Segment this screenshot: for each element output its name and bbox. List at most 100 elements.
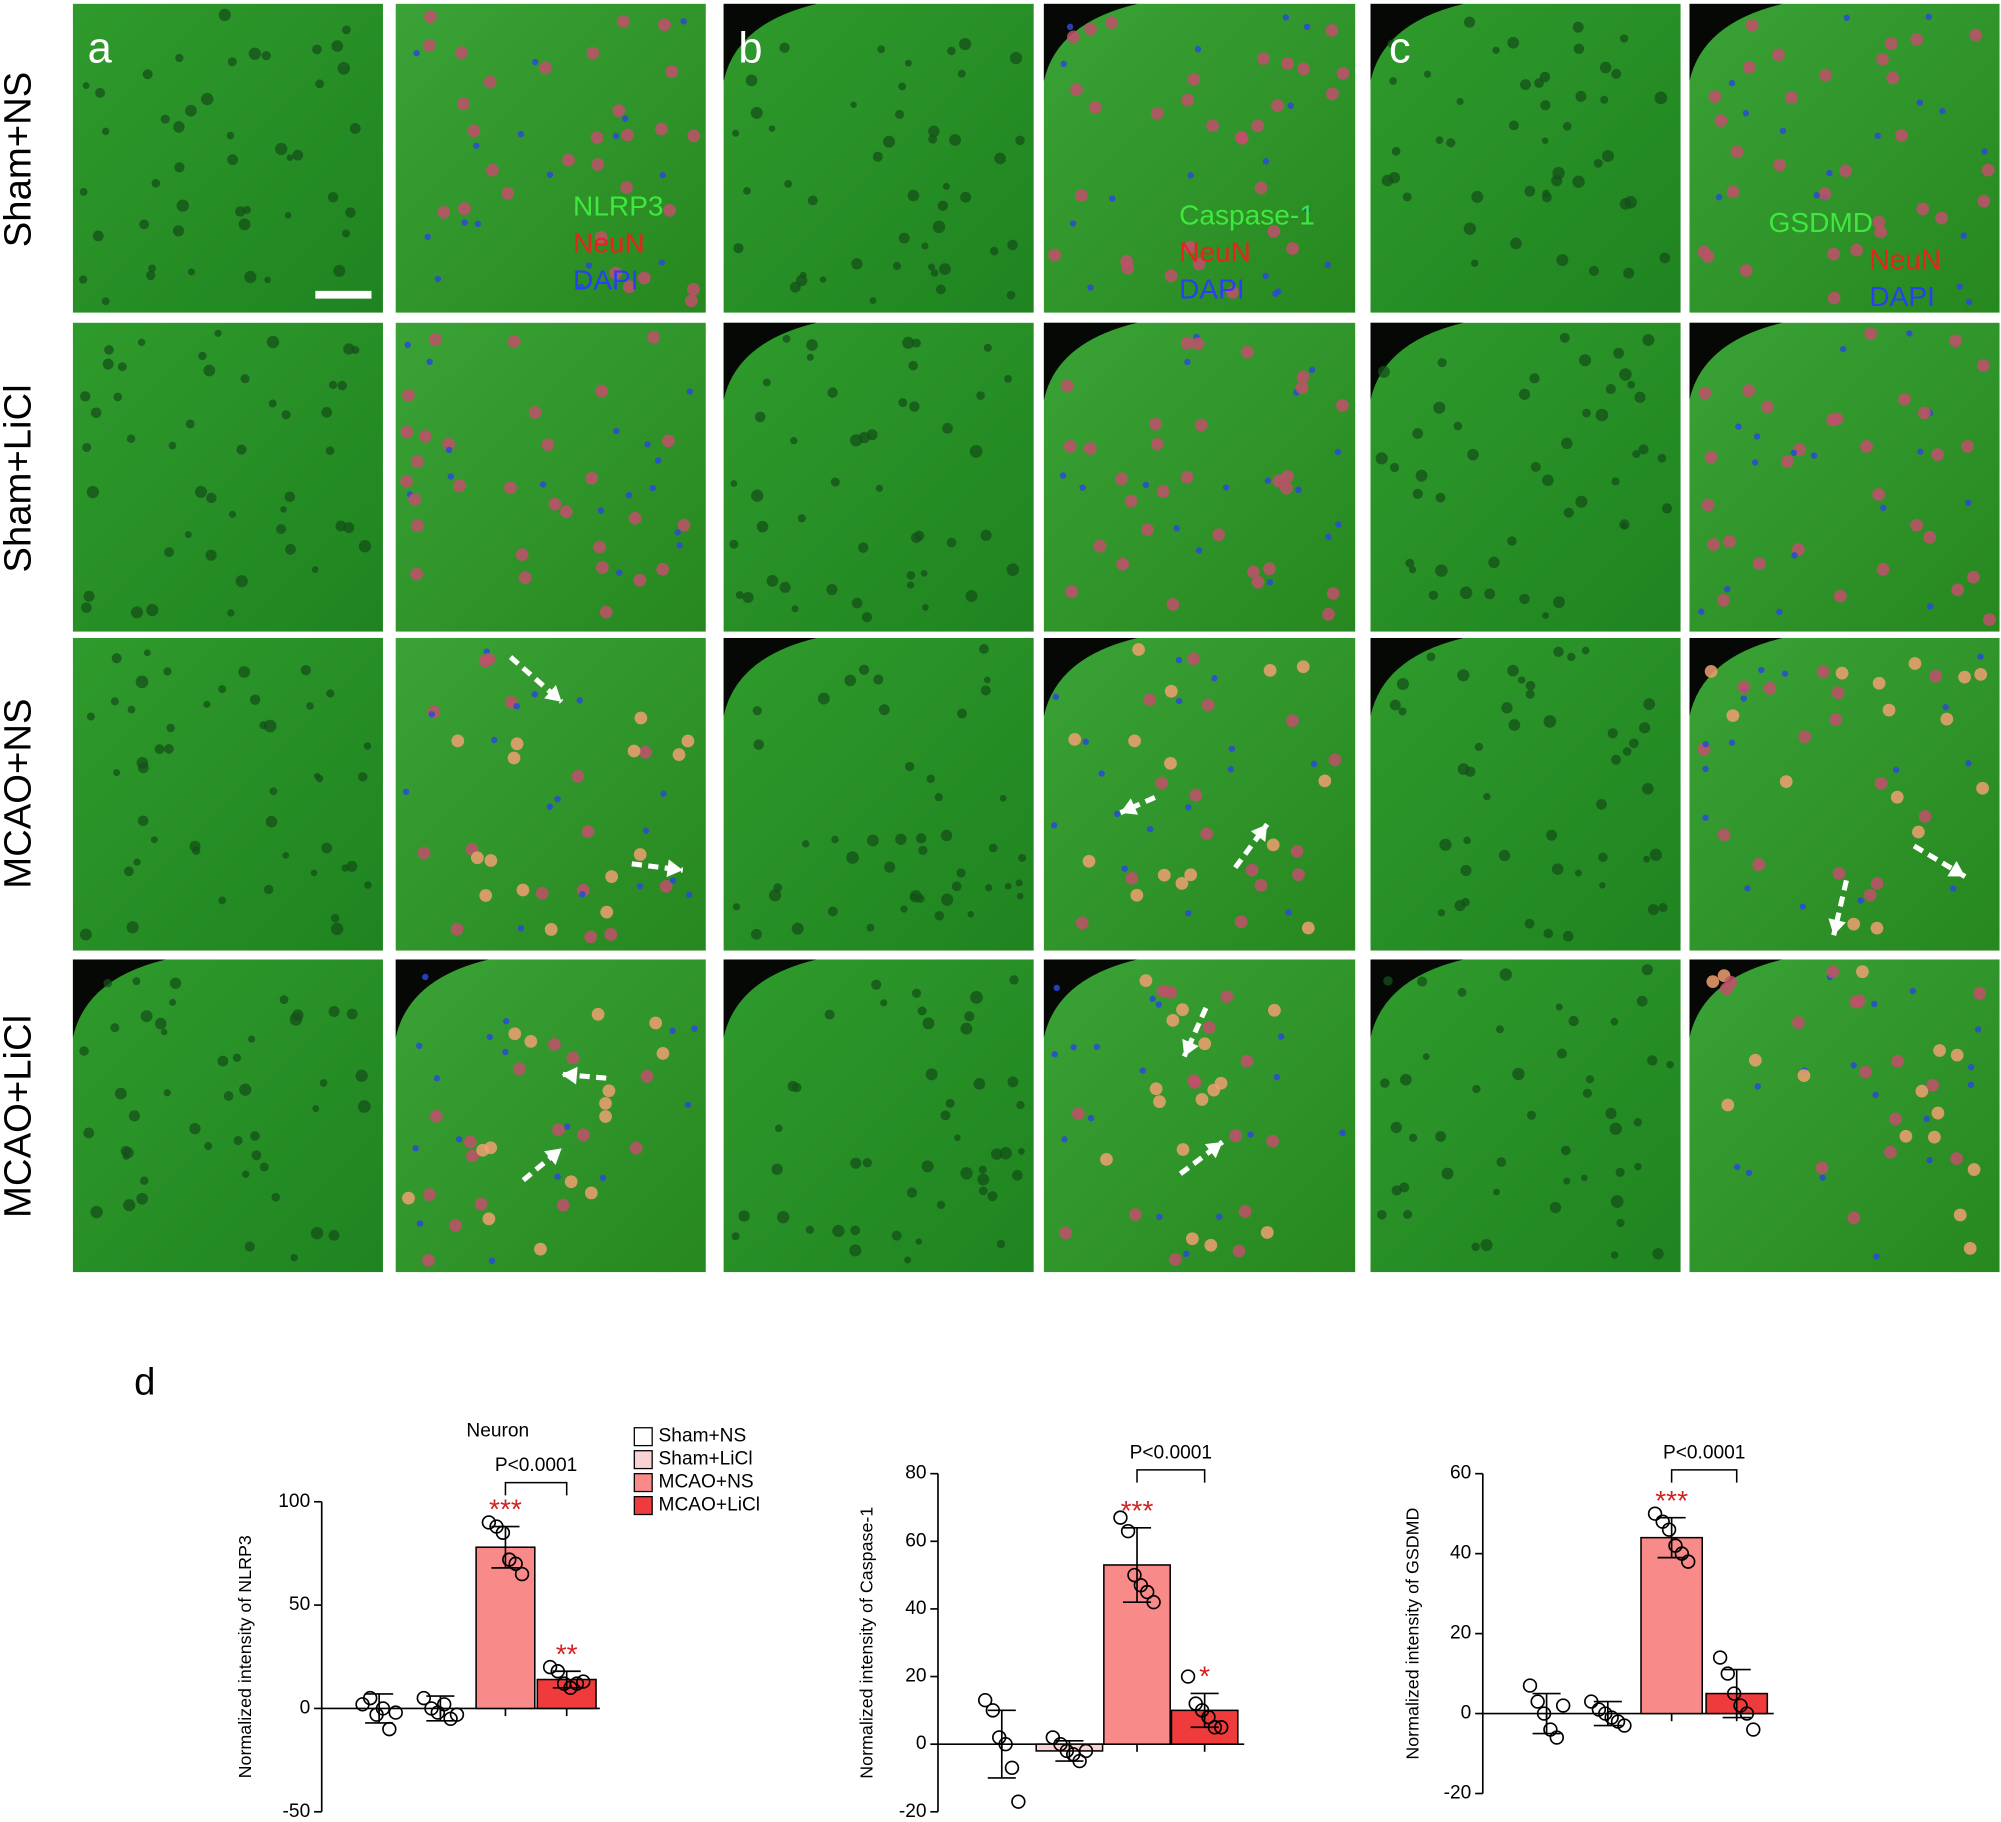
cell-shadow	[1605, 1107, 1617, 1120]
cell-shadow	[1652, 1248, 1664, 1260]
cell-shadow	[902, 336, 915, 349]
nucleus	[576, 1128, 590, 1142]
nucleus	[1272, 290, 1279, 298]
nucleus	[658, 259, 665, 266]
arrow	[1233, 822, 1270, 870]
cell-shadow	[850, 434, 863, 447]
cell-shadow	[831, 835, 839, 844]
nucleus	[669, 877, 677, 884]
cell-shadow	[1496, 1025, 1504, 1034]
cell-shadow	[310, 869, 318, 877]
nucleus	[1882, 703, 1896, 717]
nucleus	[1254, 181, 1268, 195]
nucleus	[1083, 442, 1097, 455]
cell-shadow	[265, 815, 278, 828]
nucleus	[1730, 145, 1744, 159]
micrograph	[395, 322, 706, 632]
cell-shadow	[79, 187, 88, 196]
micrograph	[1689, 637, 2000, 951]
nucleus	[419, 429, 432, 443]
nucleus	[1698, 608, 1705, 615]
arrow-head	[1947, 861, 1966, 877]
cell-shadow	[146, 603, 159, 617]
nucleus	[1277, 1033, 1285, 1040]
cell-shadow	[949, 134, 962, 146]
nucleus	[1296, 370, 1310, 384]
cell-shadow	[753, 739, 764, 750]
cell-shadow	[1543, 715, 1557, 728]
cell-shadow	[900, 905, 908, 913]
nucleus	[1264, 477, 1272, 484]
micrograph-bg	[1370, 959, 1681, 1273]
nucleus	[1758, 666, 1765, 674]
tissue-edge	[1689, 322, 1783, 400]
cell-shadow	[1579, 354, 1592, 367]
nucleus	[535, 886, 549, 900]
cell-shadow	[280, 506, 287, 513]
arrow	[1119, 795, 1156, 816]
nucleus	[1326, 587, 1340, 600]
nucleus	[1864, 327, 1878, 340]
nucleus	[416, 1042, 423, 1049]
cell-shadow	[279, 995, 289, 1005]
nucleus	[1745, 18, 1759, 32]
cell-shadow	[1380, 1078, 1390, 1088]
nucleus	[1238, 1205, 1252, 1218]
cell-shadow	[1658, 902, 1668, 913]
cell-shadow	[127, 705, 136, 714]
nucleus	[434, 275, 442, 283]
micrograph	[72, 637, 383, 951]
nucleus	[518, 571, 532, 585]
nucleus	[517, 130, 525, 138]
cell-shadow	[137, 762, 149, 774]
cell-shadow	[327, 191, 339, 203]
nucleus	[544, 923, 558, 936]
cell-shadow	[1638, 444, 1649, 455]
cell-shadow	[985, 884, 993, 892]
cell-shadow	[928, 134, 938, 144]
nucleus	[1702, 740, 1709, 748]
nucleus	[639, 745, 652, 759]
nucleus	[528, 406, 542, 419]
nucleus	[1835, 666, 1849, 680]
nucleus	[1100, 1152, 1113, 1166]
cell-shadow	[1613, 347, 1625, 359]
data-point	[1045, 1730, 1061, 1745]
micrograph	[1043, 322, 1356, 632]
nucleus	[1708, 90, 1722, 104]
cell-shadow	[1412, 488, 1423, 499]
nucleus	[1819, 68, 1832, 82]
nucleus	[1827, 247, 1841, 261]
micrograph-bg	[1689, 3, 2000, 313]
arrow-head	[1204, 1141, 1223, 1159]
cell-shadow	[306, 702, 314, 710]
nucleus	[1826, 965, 1840, 979]
cell-shadow	[1389, 699, 1401, 711]
cell-shadow	[999, 1147, 1012, 1160]
nucleus	[1873, 1253, 1880, 1260]
nucleus	[473, 142, 480, 149]
cell-shadow	[355, 1069, 368, 1082]
cell-shadow	[160, 1028, 168, 1036]
bar-chart: -20 0 20 40 60 80 Normalized intensity of Casp…	[857, 1442, 1245, 1822]
nucleus	[1886, 71, 1900, 85]
nucleus	[501, 186, 515, 200]
cell-shadow	[1639, 722, 1651, 734]
bar-chart: -20 0 20 40 60 Normalized intensity of GSDMD *…	[1403, 1442, 1774, 1804]
cell-shadow	[185, 419, 195, 429]
cell-shadow	[904, 761, 915, 772]
nucleus	[602, 1084, 616, 1098]
nucleus	[1113, 810, 1121, 818]
nucleus	[1850, 243, 1863, 257]
cell-shadow	[218, 8, 231, 21]
nucleus	[658, 18, 671, 32]
cell-shadow	[988, 843, 998, 853]
cell-shadow	[251, 1150, 262, 1161]
cell-shadow	[111, 653, 122, 664]
data-point	[1127, 1567, 1142, 1583]
nucleus	[1149, 417, 1162, 431]
cell-shadow	[1585, 1075, 1594, 1084]
nucleus	[1874, 776, 1888, 790]
cell-shadow	[101, 127, 110, 136]
